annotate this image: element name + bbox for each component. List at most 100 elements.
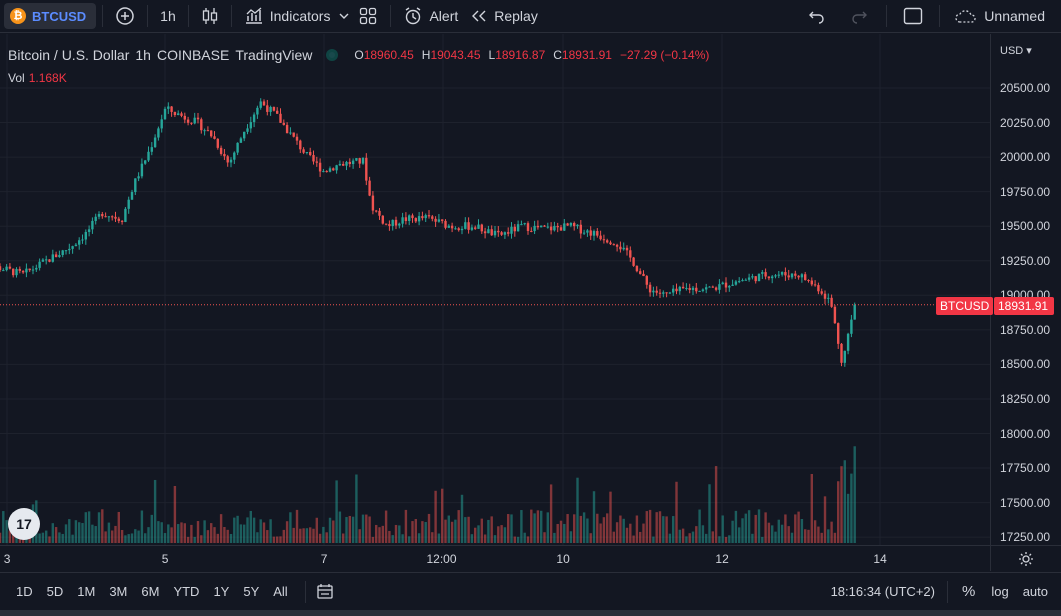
volume-bar — [177, 524, 180, 543]
high-key: H — [421, 48, 431, 62]
timezone-clock[interactable]: 18:16:34 (UTC+2) — [830, 584, 935, 599]
volume-bar — [170, 527, 173, 543]
redo-button[interactable] — [838, 3, 880, 29]
candle-body — [681, 286, 685, 289]
candle-body — [328, 168, 332, 172]
candle-body — [338, 163, 342, 166]
candle-body — [487, 229, 490, 234]
volume-bar — [378, 527, 381, 543]
percent-scale-toggle[interactable]: % — [961, 583, 976, 600]
candle-body — [15, 268, 18, 276]
volume-bar — [540, 510, 543, 543]
alert-button[interactable]: Alert — [397, 3, 464, 29]
time-axis[interactable]: 3 5 7 12:00 10 12 14 — [0, 545, 990, 571]
candle-body — [827, 297, 830, 299]
range-button[interactable]: All — [273, 584, 288, 599]
alert-label: Alert — [429, 8, 459, 24]
date-range-group: 1D 5D 1M 3M 6M YTD 1Y 5Y All — [9, 584, 295, 599]
candle-body — [596, 231, 599, 236]
range-button[interactable]: 1Y — [213, 584, 230, 599]
volume-bar — [61, 533, 64, 543]
tradingview-logo[interactable]: 17 — [8, 508, 40, 540]
candle-body — [31, 269, 35, 271]
range-button[interactable]: 3M — [109, 584, 128, 599]
volume-bar — [672, 516, 675, 543]
candle-body — [229, 159, 233, 163]
currency-selector[interactable]: USD ▾ — [1000, 45, 1032, 57]
range-button[interactable]: 5Y — [243, 584, 260, 599]
chart-settings-button[interactable] — [990, 545, 1061, 571]
candle-body — [774, 275, 777, 277]
volume-bar — [81, 523, 84, 543]
candle-body — [58, 254, 61, 258]
plus-circle-icon — [116, 7, 134, 25]
volume-label[interactable]: Vol — [8, 71, 25, 85]
legend-title[interactable]: Bitcoin / U.S. Dollar — [8, 47, 130, 63]
candle-body — [78, 240, 81, 245]
range-button[interactable]: 1M — [77, 584, 96, 599]
indicators-menu-button[interactable] — [336, 3, 352, 29]
candle-body — [351, 160, 355, 165]
range-button[interactable]: 6M — [141, 584, 160, 599]
toolbar-divider — [102, 5, 104, 27]
volume-bar — [599, 523, 602, 543]
volume-bar — [259, 519, 262, 543]
candle-body — [701, 289, 705, 291]
candle-body — [140, 163, 144, 177]
candle-body — [276, 110, 279, 114]
volume-bar — [276, 536, 279, 543]
volume-bar — [582, 512, 586, 543]
candle-body — [295, 136, 299, 141]
volume-bar — [246, 517, 249, 543]
candle-body — [711, 286, 715, 288]
undo-button[interactable] — [796, 3, 838, 29]
interval-button[interactable]: 1h — [154, 3, 182, 29]
candle-body — [130, 192, 134, 200]
volume-bar — [619, 515, 622, 543]
candle-body — [223, 153, 226, 157]
go-to-date-button[interactable] — [306, 579, 344, 605]
candle-body — [635, 265, 639, 272]
range-button[interactable]: 1D — [16, 584, 33, 599]
volume-bar — [236, 515, 239, 543]
volume-bar — [645, 511, 649, 543]
price-chart[interactable] — [0, 34, 990, 545]
candle-body — [582, 232, 586, 234]
candle-body — [467, 222, 470, 230]
candle-body — [101, 214, 104, 217]
volume-value: 1.168K — [28, 71, 67, 85]
candle-body — [200, 119, 203, 131]
market-status-icon[interactable] — [326, 49, 339, 61]
candle-body — [417, 216, 421, 222]
replay-button[interactable]: Replay — [464, 3, 544, 29]
auto-scale-toggle[interactable]: auto — [1022, 584, 1048, 599]
chart-type-button[interactable] — [195, 3, 225, 29]
range-button[interactable]: YTD — [173, 584, 200, 599]
candle-body — [81, 239, 84, 241]
candle-body — [35, 267, 38, 270]
log-scale-toggle[interactable]: log — [991, 584, 1009, 599]
volume-bar — [299, 528, 302, 543]
volume-bar — [708, 484, 711, 543]
candle-body — [609, 242, 612, 245]
indicators-icon — [245, 7, 262, 24]
candle-body — [54, 254, 58, 258]
volume-bar — [97, 512, 101, 543]
chart-pane[interactable] — [0, 34, 990, 545]
save-layout-button[interactable]: Unnamed — [946, 3, 1061, 29]
horizontal-scrollbar[interactable] — [0, 610, 1061, 616]
templates-button[interactable] — [352, 3, 384, 29]
volume-bar — [830, 521, 833, 543]
candle-body — [464, 222, 467, 229]
candle-body — [305, 151, 309, 153]
candle-body — [266, 105, 269, 112]
symbol-search-button[interactable]: ₿ BTCUSD — [4, 3, 97, 29]
layout-name: Unnamed — [984, 8, 1045, 24]
fullscreen-button[interactable] — [893, 3, 933, 29]
compare-symbol-button[interactable] — [109, 3, 141, 29]
price-axis[interactable]: USD ▾ 20500.00 20250.00 20000.00 19750.00 19… — [990, 34, 1061, 545]
indicators-button[interactable]: Indicators — [238, 3, 337, 29]
close-key: C — [553, 48, 562, 62]
volume-bar — [714, 466, 718, 543]
range-button[interactable]: 5D — [46, 584, 64, 599]
